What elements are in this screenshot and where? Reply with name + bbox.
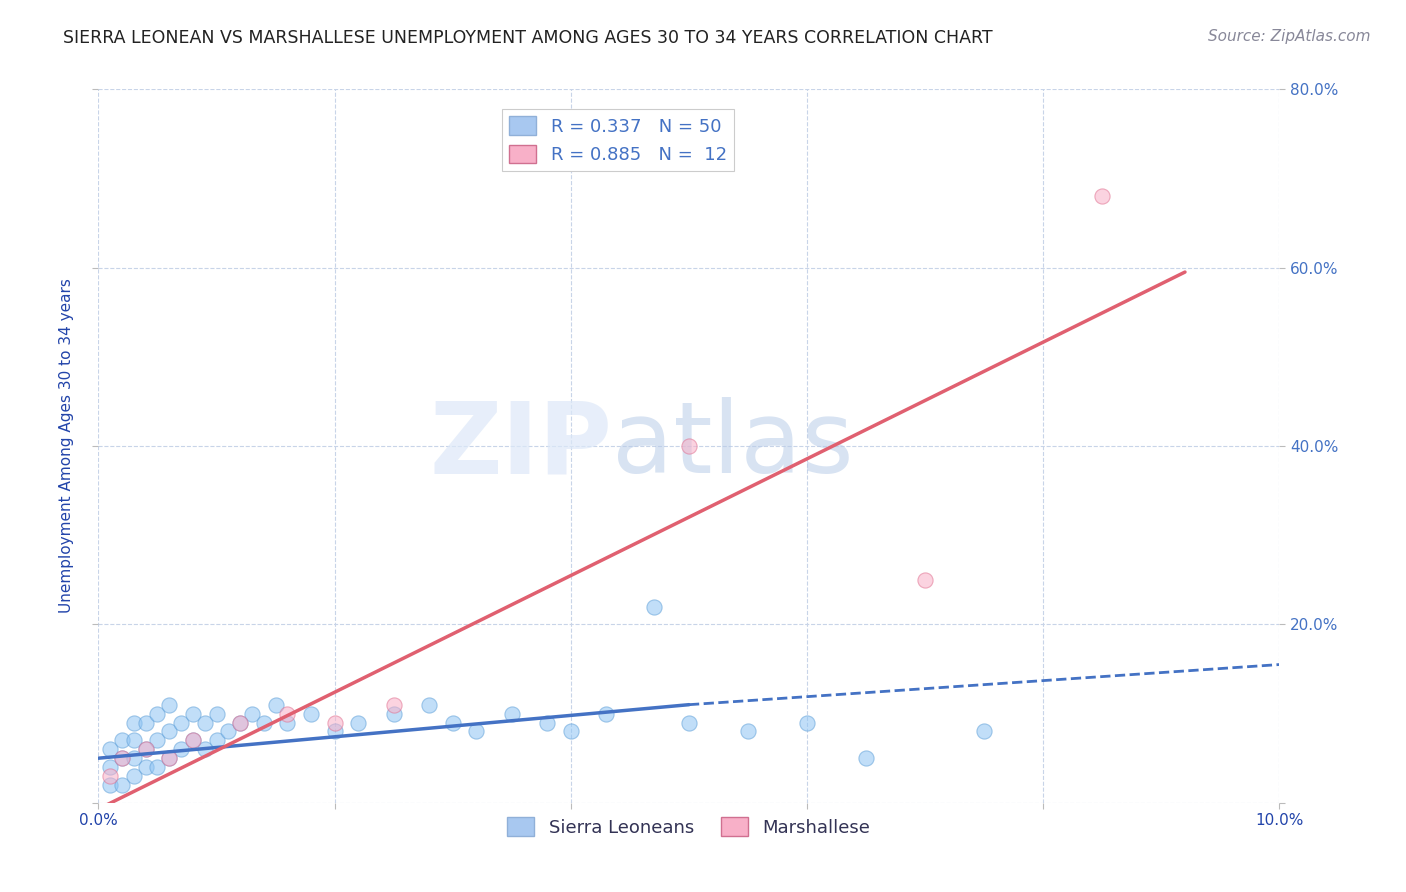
- Point: [229, 715, 252, 730]
- Legend: Sierra Leoneans, Marshallese: Sierra Leoneans, Marshallese: [501, 810, 877, 844]
- Point: [560, 724, 582, 739]
- Point: [146, 760, 169, 774]
- Point: [253, 715, 276, 730]
- Point: [135, 760, 157, 774]
- Point: [418, 698, 440, 712]
- Point: [276, 706, 298, 721]
- Point: [973, 724, 995, 739]
- Point: [146, 733, 169, 747]
- Point: [205, 706, 228, 721]
- Point: [170, 715, 193, 730]
- Point: [98, 769, 121, 783]
- Point: [170, 742, 193, 756]
- Point: [441, 715, 464, 730]
- Point: [1091, 189, 1114, 203]
- Point: [264, 698, 287, 712]
- Point: [299, 706, 322, 721]
- Text: atlas: atlas: [612, 398, 853, 494]
- Point: [855, 751, 877, 765]
- Point: [323, 724, 346, 739]
- Point: [595, 706, 617, 721]
- Text: ZIP: ZIP: [429, 398, 612, 494]
- Point: [181, 733, 204, 747]
- Point: [276, 715, 298, 730]
- Point: [146, 706, 169, 721]
- Point: [217, 724, 239, 739]
- Point: [111, 751, 134, 765]
- Point: [98, 742, 121, 756]
- Point: [536, 715, 558, 730]
- Point: [122, 751, 145, 765]
- Point: [111, 751, 134, 765]
- Point: [157, 751, 180, 765]
- Point: [678, 715, 700, 730]
- Text: Source: ZipAtlas.com: Source: ZipAtlas.com: [1208, 29, 1371, 44]
- Point: [111, 778, 134, 792]
- Point: [181, 733, 204, 747]
- Point: [157, 751, 180, 765]
- Point: [194, 715, 217, 730]
- Point: [135, 742, 157, 756]
- Y-axis label: Unemployment Among Ages 30 to 34 years: Unemployment Among Ages 30 to 34 years: [59, 278, 75, 614]
- Point: [194, 742, 217, 756]
- Point: [382, 706, 405, 721]
- Point: [323, 715, 346, 730]
- Point: [501, 706, 523, 721]
- Point: [98, 778, 121, 792]
- Point: [347, 715, 370, 730]
- Point: [796, 715, 818, 730]
- Point: [229, 715, 252, 730]
- Point: [181, 706, 204, 721]
- Point: [465, 724, 488, 739]
- Point: [135, 742, 157, 756]
- Point: [382, 698, 405, 712]
- Point: [135, 715, 157, 730]
- Point: [643, 599, 665, 614]
- Text: SIERRA LEONEAN VS MARSHALLESE UNEMPLOYMENT AMONG AGES 30 TO 34 YEARS CORRELATION: SIERRA LEONEAN VS MARSHALLESE UNEMPLOYME…: [63, 29, 993, 46]
- Point: [737, 724, 759, 739]
- Point: [98, 760, 121, 774]
- Point: [157, 724, 180, 739]
- Point: [122, 769, 145, 783]
- Point: [240, 706, 263, 721]
- Point: [678, 439, 700, 453]
- Point: [111, 733, 134, 747]
- Point: [157, 698, 180, 712]
- Point: [914, 573, 936, 587]
- Point: [122, 715, 145, 730]
- Point: [205, 733, 228, 747]
- Point: [122, 733, 145, 747]
